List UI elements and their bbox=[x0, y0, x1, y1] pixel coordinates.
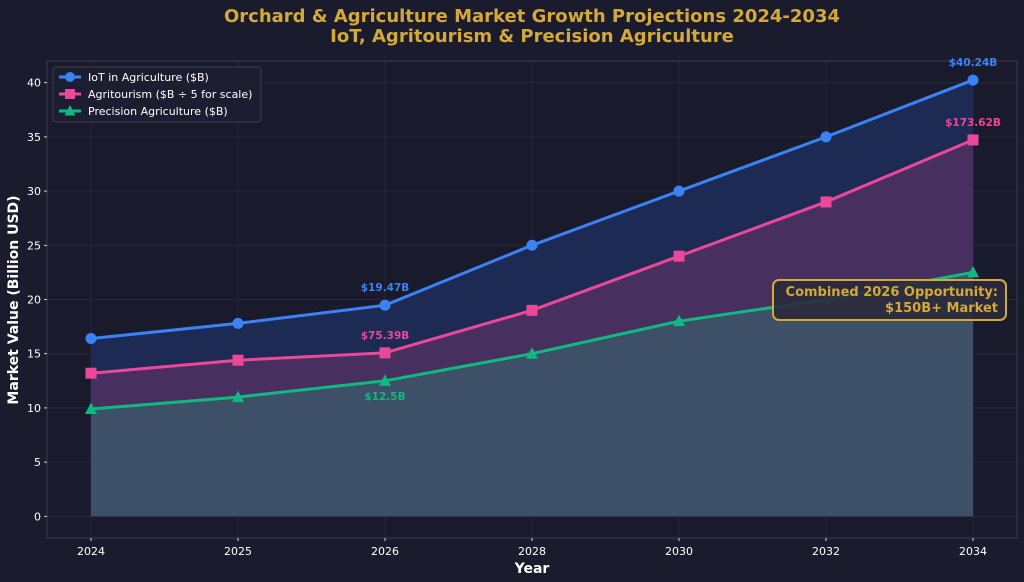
area-fill-series-2 bbox=[91, 272, 973, 517]
legend-box bbox=[52, 66, 262, 123]
legend-marker-circle bbox=[65, 72, 75, 82]
y-tick-label: 0 bbox=[34, 510, 41, 523]
data-point-series-0 bbox=[673, 185, 685, 197]
legend-label: Precision Agriculture ($B) bbox=[88, 105, 228, 118]
data-label: $19.47B bbox=[361, 282, 410, 294]
y-tick-label: 15 bbox=[27, 348, 41, 361]
y-tick-label: 25 bbox=[27, 239, 41, 252]
legend-label: Agritourism ($B ÷ 5 for scale) bbox=[88, 88, 252, 101]
data-point-series-2 bbox=[379, 374, 391, 386]
x-tick-label: 2032 bbox=[812, 545, 840, 558]
y-tick-label: 10 bbox=[27, 402, 41, 415]
callout-text: $150B+ Market bbox=[885, 301, 998, 316]
data-point-series-1 bbox=[673, 250, 685, 262]
data-point-series-0 bbox=[85, 333, 97, 345]
legend-marker-square bbox=[65, 89, 75, 99]
data-label: $12.5B bbox=[364, 391, 405, 403]
data-point-series-2 bbox=[673, 314, 685, 327]
x-axis-label: Year bbox=[514, 561, 550, 577]
data-point-series-2 bbox=[85, 402, 97, 414]
chart-title: Orchard & Agriculture Market Growth Proj… bbox=[224, 6, 840, 27]
y-tick-label: 35 bbox=[27, 131, 41, 144]
x-tick-label: 2028 bbox=[518, 545, 546, 558]
x-tick-label: 2034 bbox=[959, 545, 987, 558]
data-label: $40.24B bbox=[949, 57, 998, 69]
x-tick-label: 2026 bbox=[371, 545, 399, 558]
y-tick-label: 30 bbox=[27, 185, 41, 198]
data-point-series-0 bbox=[820, 131, 832, 143]
y-axis-label: Market Value (Billion USD) bbox=[6, 195, 22, 404]
data-point-series-1 bbox=[232, 354, 244, 366]
data-point-series-1 bbox=[526, 304, 538, 316]
data-point-series-0 bbox=[526, 239, 538, 251]
x-tick-label: 2024 bbox=[77, 545, 105, 558]
data-point-series-1 bbox=[85, 367, 97, 379]
data-point-series-0 bbox=[232, 317, 244, 329]
chart-subtitle: IoT, Agritourism & Precision Agriculture bbox=[330, 26, 734, 47]
data-point-series-1 bbox=[967, 134, 979, 146]
callout-text: Combined 2026 Opportunity: bbox=[786, 285, 998, 300]
x-tick-label: 2025 bbox=[224, 545, 252, 558]
y-tick-label: 20 bbox=[27, 294, 41, 307]
data-point-series-1 bbox=[820, 196, 832, 208]
legend-label: IoT in Agriculture ($B) bbox=[88, 71, 209, 84]
callout-box bbox=[772, 279, 1007, 321]
data-point-series-0 bbox=[379, 299, 391, 311]
data-point-series-1 bbox=[379, 347, 391, 359]
data-point-series-2 bbox=[967, 265, 979, 278]
data-point-series-2 bbox=[526, 347, 538, 359]
y-tick-label: 40 bbox=[27, 77, 41, 90]
legend-marker-triangle bbox=[64, 105, 76, 116]
x-tick-label: 2030 bbox=[665, 545, 693, 558]
data-point-series-0 bbox=[967, 74, 979, 86]
data-point-series-2 bbox=[232, 390, 244, 403]
y-tick-label: 5 bbox=[34, 456, 41, 469]
data-label: $75.39B bbox=[361, 330, 410, 342]
data-label: $173.62B bbox=[945, 117, 1001, 129]
